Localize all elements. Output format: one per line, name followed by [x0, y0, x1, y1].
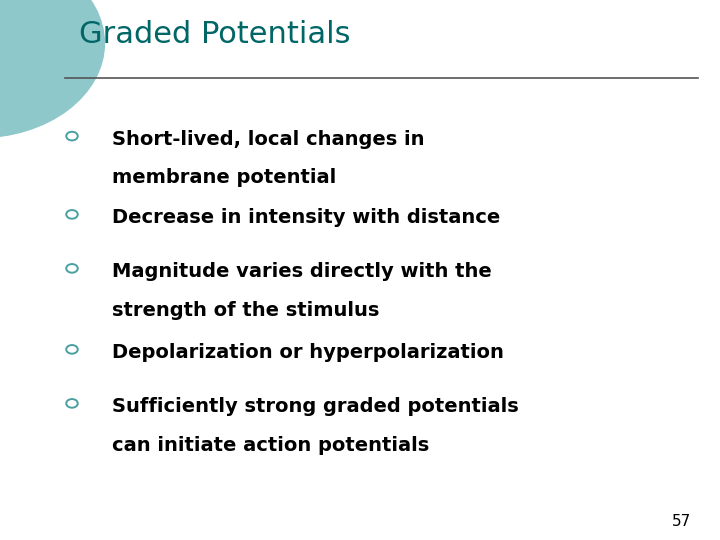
- Text: Decrease in intensity with distance: Decrease in intensity with distance: [112, 208, 500, 227]
- Text: Graded Potentials: Graded Potentials: [79, 19, 351, 49]
- Text: membrane potential: membrane potential: [112, 168, 336, 187]
- Text: strength of the stimulus: strength of the stimulus: [112, 301, 379, 320]
- Text: Sufficiently strong graded potentials: Sufficiently strong graded potentials: [112, 397, 518, 416]
- Circle shape: [0, 0, 104, 138]
- Circle shape: [0, 0, 86, 65]
- Text: Short-lived, local changes in: Short-lived, local changes in: [112, 130, 424, 148]
- Text: 57: 57: [672, 514, 691, 529]
- Text: Magnitude varies directly with the: Magnitude varies directly with the: [112, 262, 491, 281]
- Text: Depolarization or hyperpolarization: Depolarization or hyperpolarization: [112, 343, 503, 362]
- Text: can initiate action potentials: can initiate action potentials: [112, 436, 429, 455]
